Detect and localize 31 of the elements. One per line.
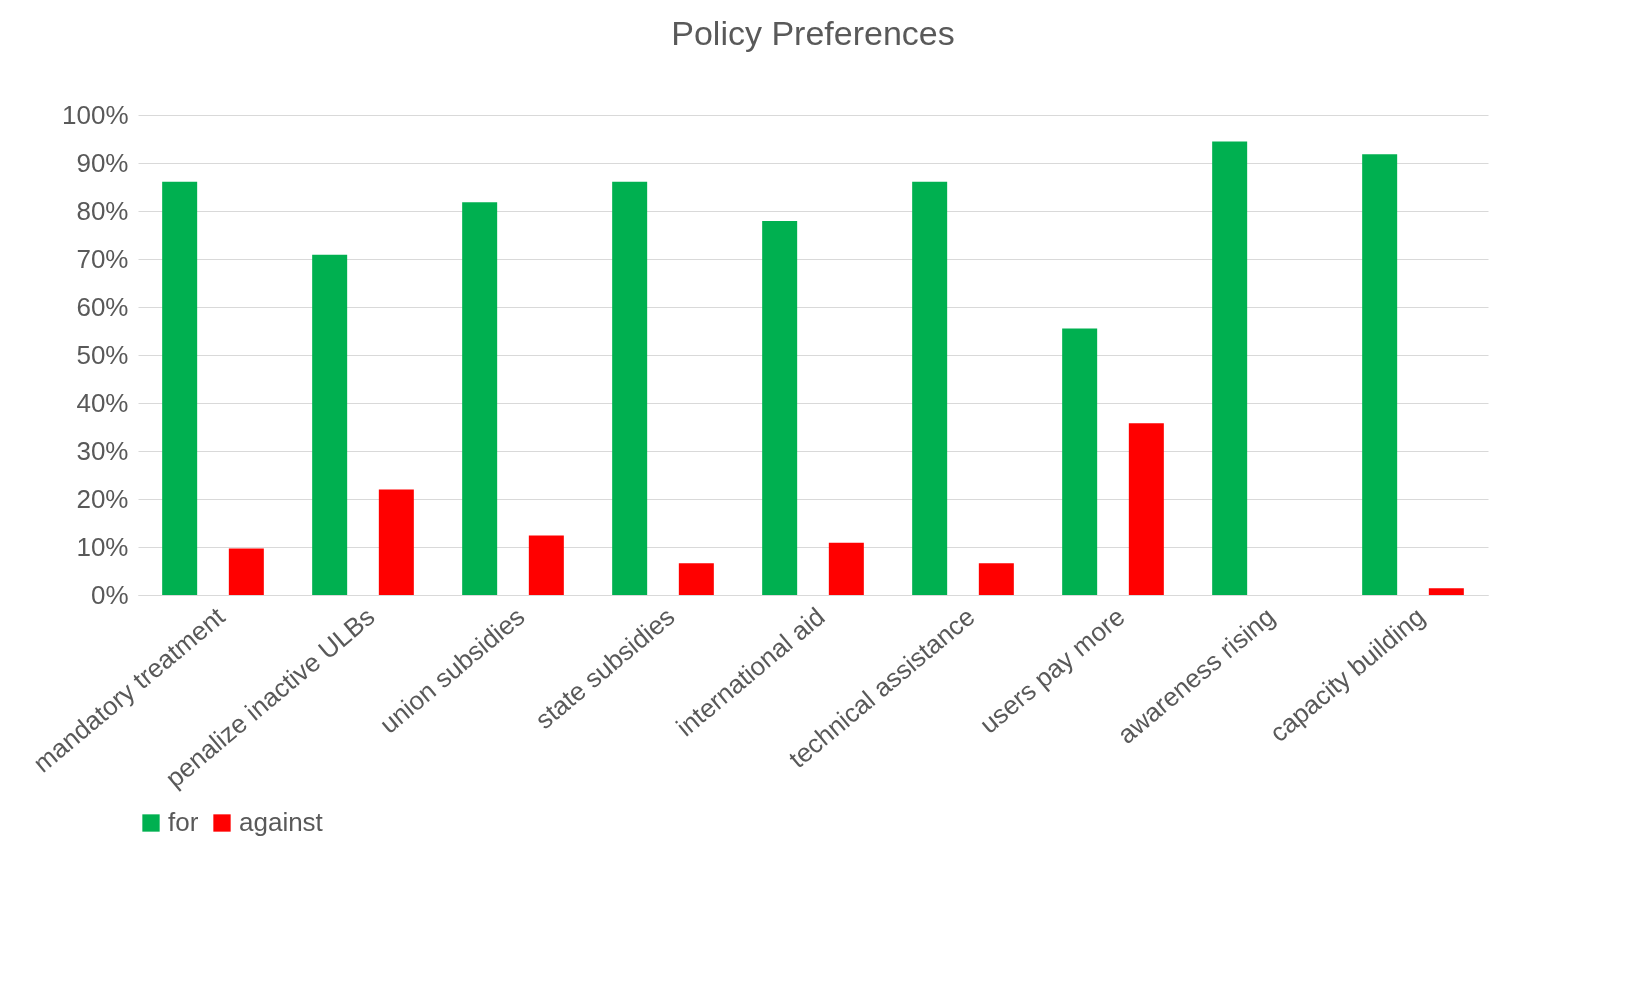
bar	[762, 221, 798, 595]
y-tick-label: 70%	[76, 243, 129, 274]
bar	[1362, 154, 1398, 595]
bar	[312, 254, 348, 595]
bar	[612, 181, 648, 595]
bar	[978, 563, 1014, 595]
bar	[1128, 423, 1164, 595]
y-tick-label: 40%	[76, 387, 129, 418]
bar	[678, 563, 714, 595]
y-tick-label: 80%	[76, 195, 129, 226]
legend-label: for	[168, 807, 199, 837]
y-tick-label: 100%	[62, 99, 129, 130]
bar	[228, 548, 264, 595]
bar	[528, 535, 564, 595]
chart-title: Policy Preferences	[671, 14, 955, 52]
y-tick-label: 60%	[76, 291, 129, 322]
bar	[1428, 588, 1464, 595]
bar	[1062, 328, 1098, 595]
bar	[912, 181, 948, 595]
y-tick-label: 30%	[76, 435, 129, 466]
bar	[378, 489, 414, 595]
y-tick-label: 20%	[76, 483, 129, 514]
bar	[1212, 141, 1248, 595]
y-tick-label: 10%	[76, 531, 129, 562]
y-tick-label: 50%	[76, 339, 129, 370]
y-tick-label: 90%	[76, 147, 129, 178]
y-tick-label: 0%	[90, 579, 129, 610]
bar	[162, 181, 198, 595]
bar	[462, 202, 498, 595]
bar	[828, 542, 864, 595]
legend-label: against	[239, 807, 324, 837]
